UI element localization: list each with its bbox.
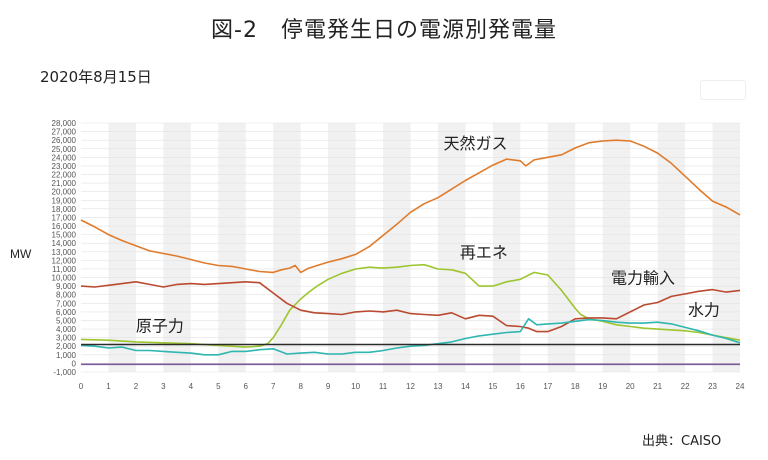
y-tick-label: 7,000: [56, 299, 77, 308]
x-tick-label: 1: [106, 382, 111, 391]
x-tick-label: 17: [543, 382, 552, 391]
y-tick-label: 16,000: [52, 222, 77, 231]
source-credit: 出典：CAISO: [642, 434, 722, 449]
x-tick-label: 7: [271, 382, 276, 391]
x-tick-label: 9: [326, 382, 331, 391]
y-tick-label: 23,000: [52, 162, 77, 171]
y-tick-label: 2,000: [56, 342, 77, 351]
y-tick-label: 5,000: [56, 316, 77, 325]
x-tick-label: 5: [216, 382, 221, 391]
x-tick-label: 16: [516, 382, 525, 391]
grid-band: [163, 123, 191, 372]
x-tick-label: 12: [406, 382, 415, 391]
grid-band: [437, 123, 466, 372]
y-tick-label: 28,000: [52, 119, 77, 128]
grid-band: [547, 123, 576, 372]
chart-toolbox[interactable]: [700, 80, 746, 100]
series-line: [80, 139, 741, 274]
x-tick-label: 19: [598, 382, 607, 391]
chart-title: 図-2 停電発生日の電源別発電量: [211, 18, 557, 43]
y-tick-label: 17,000: [52, 213, 77, 222]
y-tick-label: 6,000: [56, 308, 77, 317]
x-tick-label: 22: [681, 382, 690, 391]
y-tick-label: 13,000: [52, 248, 77, 257]
x-tick-label: 4: [189, 382, 194, 391]
x-tick-label: 14: [461, 382, 470, 391]
y-tick-label: 20,000: [52, 188, 77, 197]
y-tick-label: 24,000: [52, 153, 77, 162]
series-label: 再エネ: [460, 243, 508, 262]
y-tick-label: 21,000: [52, 179, 77, 188]
grid-band: [328, 123, 356, 372]
y-tick-label: 9,000: [56, 282, 77, 291]
x-tick-label: 20: [626, 382, 635, 391]
y-tick-label: 18,000: [52, 205, 77, 214]
y-tick-label: 0: [72, 359, 77, 368]
grid-band: [383, 123, 411, 372]
series-line: [80, 280, 741, 333]
y-tick-label: 8,000: [56, 291, 77, 300]
y-tick-label: 10,000: [52, 274, 77, 283]
y-axis-ticks: -1,00001,0002,0003,0004,0005,0006,0007,0…: [52, 119, 77, 377]
grid-band: [492, 123, 521, 372]
y-tick-label: 1,000: [56, 351, 77, 360]
grid-band: [218, 123, 246, 372]
y-tick-label: 14,000: [52, 239, 77, 248]
grid-band: [602, 123, 631, 372]
y-tick-label: 15,000: [52, 231, 77, 240]
series-label: 水力: [688, 300, 720, 319]
series-label: 電力輸入: [611, 269, 675, 288]
date-label: 2020年8月15日: [40, 68, 152, 86]
series-lines: [80, 139, 741, 366]
y-tick-label: 3,000: [56, 334, 77, 343]
x-tick-label: 15: [488, 382, 497, 391]
grid-band: [273, 123, 301, 372]
x-tick-label: 18: [571, 382, 580, 391]
y-tick-label: 27,000: [52, 128, 77, 137]
grid-band: [712, 123, 740, 372]
y-tick-label: 22,000: [52, 171, 77, 180]
y-axis-label: MW: [10, 247, 32, 261]
x-tick-label: 8: [298, 382, 303, 391]
y-tick-label: 11,000: [52, 265, 76, 274]
grid-bands: [108, 123, 740, 372]
x-tick-label: 24: [736, 382, 745, 391]
x-tick-label: 0: [79, 382, 84, 391]
y-tick-label: 19,000: [52, 196, 77, 205]
x-tick-label: 3: [161, 382, 166, 391]
x-tick-label: 10: [351, 382, 360, 391]
series-line: [80, 317, 741, 356]
y-tick-label: 25,000: [52, 145, 77, 154]
x-tick-label: 23: [708, 382, 717, 391]
x-axis-ticks: 0 1 2 3 4 5 6 7 8 9 10 11 12 13 14 15 16 17 18 19 20 21 22 23 24: [79, 382, 745, 391]
x-tick-label: 2: [134, 382, 139, 391]
y-tick-label: 12,000: [52, 256, 77, 265]
grid-band: [108, 123, 136, 372]
x-tick-label: 13: [434, 382, 443, 391]
series-label: 天然ガス: [443, 134, 507, 153]
y-tick-label: -1,000: [53, 368, 76, 377]
x-tick-label: 21: [653, 382, 662, 391]
series-label: 原子力: [136, 317, 184, 336]
grid-band: [657, 123, 686, 372]
y-tick-label: 4,000: [56, 325, 77, 334]
x-tick-label: 11: [379, 382, 388, 391]
y-tick-label: 26,000: [52, 136, 77, 145]
x-tick-label: 6: [244, 382, 249, 391]
